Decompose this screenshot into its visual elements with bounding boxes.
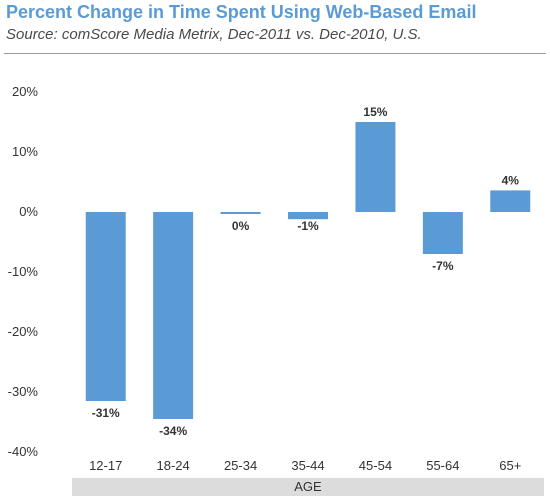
data-label: -1% [297, 219, 319, 233]
y-tick-label: -20% [8, 324, 39, 339]
y-tick-label: -30% [8, 384, 39, 399]
x-tick-label: 18-24 [157, 458, 190, 473]
bar [490, 190, 531, 212]
x-tick-label: 65+ [499, 458, 521, 473]
x-tick-label: 25-34 [224, 458, 257, 473]
bar [422, 212, 463, 254]
bar [355, 122, 396, 212]
y-tick-label: 10% [12, 144, 38, 159]
data-label: -7% [432, 259, 454, 273]
y-tick-label: 20% [12, 84, 38, 99]
chart-subtitle: Source: comScore Media Metrix, Dec-2011 … [6, 26, 422, 43]
data-label: -34% [159, 424, 187, 438]
x-tick-label: 55-64 [426, 458, 459, 473]
bar [288, 212, 328, 220]
data-label: 15% [363, 105, 387, 119]
x-tick-label: 12-17 [89, 458, 122, 473]
data-label: 0% [232, 219, 250, 233]
data-label: -31% [92, 406, 120, 420]
chart-title: Percent Change in Time Spent Using Web-B… [6, 2, 477, 22]
x-tick-label: 45-54 [359, 458, 392, 473]
header-divider [4, 53, 546, 54]
bar [153, 212, 194, 419]
data-label: 4% [502, 173, 520, 187]
y-tick-label: -40% [8, 444, 39, 459]
bar [220, 212, 261, 214]
y-tick-label: -10% [8, 264, 39, 279]
x-tick-label: 35-44 [291, 458, 324, 473]
bar [85, 212, 126, 401]
y-tick-label: 0% [19, 204, 38, 219]
x-axis-title: AGE [72, 478, 544, 496]
